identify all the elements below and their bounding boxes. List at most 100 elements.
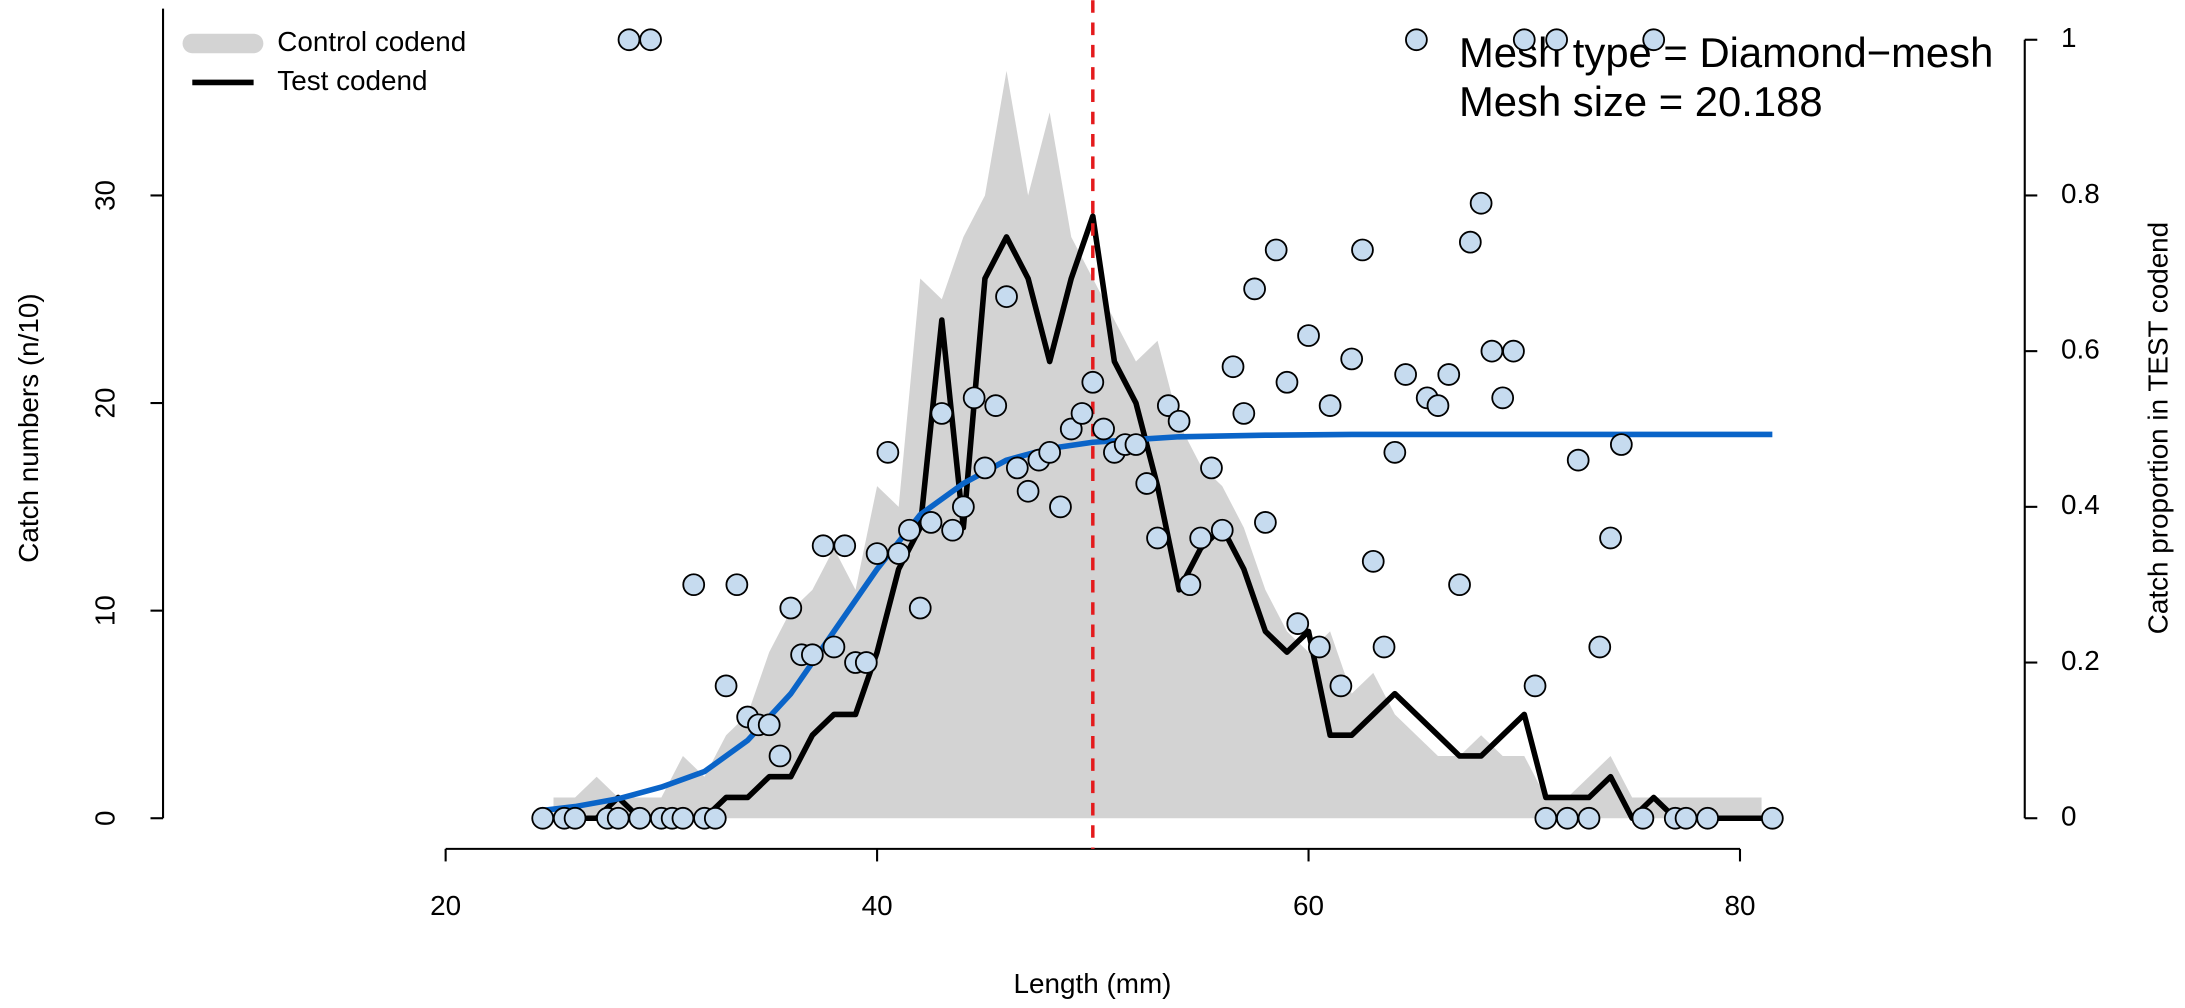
point [725, 573, 749, 597]
point [1512, 28, 1536, 52]
point [930, 402, 954, 425]
point [628, 806, 652, 830]
y-tick-label: 10 [90, 595, 121, 626]
point [1448, 573, 1471, 597]
point [952, 495, 975, 519]
point [1545, 28, 1568, 52]
point [1286, 612, 1310, 635]
point [1070, 402, 1094, 425]
point [1696, 806, 1719, 830]
point [1534, 806, 1558, 830]
point [1426, 394, 1450, 417]
point [822, 635, 846, 659]
point [1566, 448, 1590, 472]
point [973, 456, 997, 480]
point [1340, 347, 1364, 371]
point [1038, 440, 1062, 464]
point [1275, 370, 1299, 394]
point [898, 518, 921, 542]
point [1081, 370, 1105, 394]
point [1631, 806, 1655, 830]
point [908, 596, 932, 620]
point [1200, 456, 1223, 480]
point [1523, 674, 1547, 698]
point [703, 806, 727, 830]
point [1405, 28, 1428, 52]
point [1394, 363, 1417, 386]
point [1361, 549, 1385, 573]
point [563, 806, 587, 830]
x-axis-title: Length (mm) [1014, 968, 1172, 999]
point [1609, 433, 1633, 456]
point [1458, 230, 1482, 254]
point [1059, 417, 1083, 441]
point [1372, 635, 1396, 659]
point [1760, 806, 1784, 830]
point [757, 713, 781, 737]
point [531, 806, 555, 830]
point [617, 28, 641, 52]
point [1167, 409, 1191, 433]
y2-axis-title: Catch proportion in TEST codend [2142, 222, 2173, 634]
point [1124, 433, 1148, 456]
point [779, 596, 803, 620]
point [671, 806, 695, 830]
point [1264, 238, 1288, 262]
point [1005, 456, 1029, 480]
point [1146, 526, 1169, 550]
x-tick-label: 40 [862, 890, 893, 921]
point [1351, 238, 1374, 262]
point [887, 542, 911, 565]
point [1329, 674, 1353, 698]
point [1469, 191, 1493, 215]
point [984, 394, 1008, 417]
y2-tick-label: 0.8 [2061, 178, 2100, 209]
point [1383, 440, 1407, 464]
legend-label: Test codend [277, 65, 427, 96]
point [876, 440, 900, 464]
point [919, 511, 943, 534]
point [1577, 806, 1601, 830]
point [833, 534, 857, 558]
annotation: Mesh size = 20.188 [1459, 78, 1823, 125]
point [865, 542, 889, 565]
y2-tick-label: 0.6 [2061, 334, 2100, 365]
y2-tick-label: 1 [2061, 22, 2077, 53]
point [606, 806, 630, 830]
point [962, 386, 986, 410]
line [542, 431, 1773, 814]
point [1178, 573, 1202, 597]
point [1092, 417, 1115, 441]
point [714, 674, 738, 698]
area [553, 70, 1762, 819]
point [1297, 324, 1320, 347]
point [1588, 635, 1612, 659]
point [941, 518, 964, 542]
point [1307, 635, 1331, 659]
y2-tick-label: 0 [2061, 801, 2077, 832]
point [639, 28, 662, 52]
point [1135, 472, 1159, 495]
point [1491, 386, 1515, 410]
point [1156, 394, 1180, 417]
point [1221, 355, 1245, 379]
y-tick-label: 0 [90, 810, 121, 826]
point [1189, 526, 1213, 550]
point [801, 643, 824, 667]
point [1016, 479, 1040, 503]
point [811, 534, 835, 558]
legend-label: Control codend [277, 26, 466, 57]
point [1243, 277, 1266, 301]
y2-tick-label: 0.2 [2061, 645, 2100, 676]
point [1232, 402, 1256, 425]
point [1502, 339, 1525, 363]
point [854, 651, 878, 674]
point [1210, 518, 1234, 542]
point [995, 285, 1018, 309]
point [1254, 511, 1277, 534]
y2-tick-label: 0.4 [2061, 489, 2100, 520]
x-tick-label: 20 [430, 890, 461, 921]
y-tick-label: 20 [90, 388, 121, 419]
y-axis-title: Catch numbers (n/10) [13, 293, 44, 562]
